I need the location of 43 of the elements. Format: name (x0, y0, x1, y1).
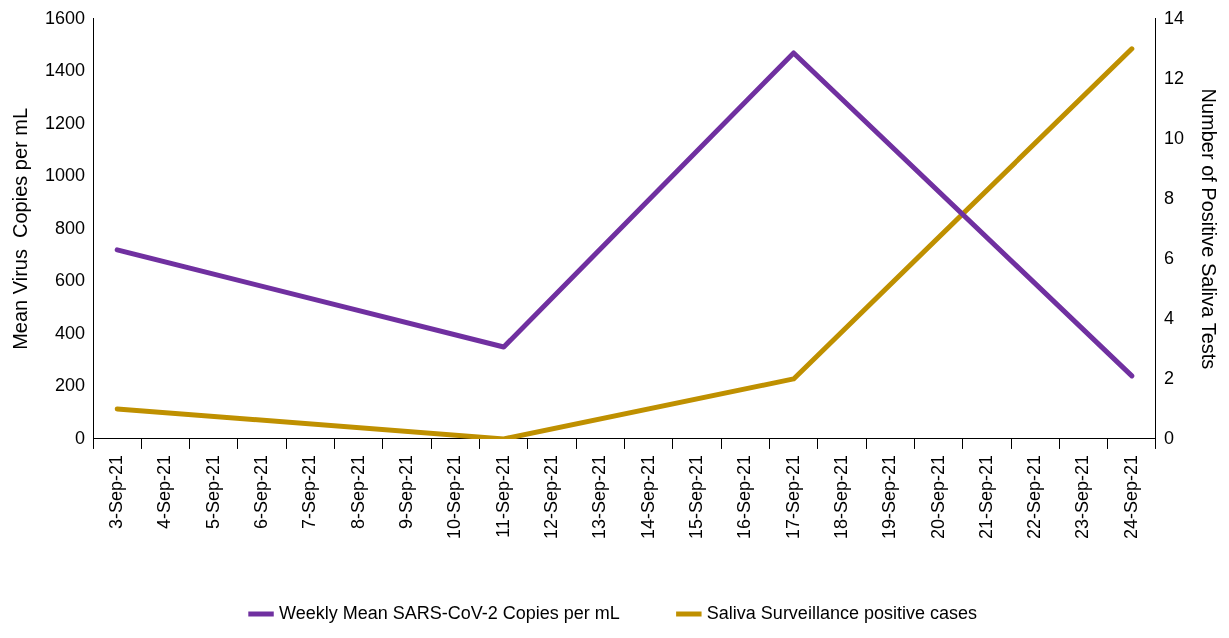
legend-label: Weekly Mean SARS-CoV-2 Copies per mL (279, 602, 620, 623)
x-tick-label: 13-Sep-21 (589, 454, 610, 539)
y-axis-title: Mean Virus Copies per mL (8, 107, 31, 350)
y-tick-label: 1000 (45, 165, 86, 186)
y-tick-label: 400 (55, 322, 86, 343)
x-tick-label: 11-Sep-21 (492, 454, 513, 538)
y-tick-label: 600 (55, 270, 86, 291)
x-tick-label: 16-Sep-21 (734, 454, 755, 539)
y2-tick-label: 6 (1163, 247, 1174, 268)
x-tick-label: 19-Sep-21 (879, 454, 900, 539)
x-tick-label: 15-Sep-21 (685, 454, 706, 539)
y2-tick-label: 14 (1163, 7, 1185, 28)
x-tick-label: 12-Sep-21 (541, 454, 562, 539)
y-tick-label: 0 (75, 427, 86, 448)
y-tick-label: 1400 (45, 60, 86, 81)
x-tick-label: 3-Sep-21 (106, 454, 127, 529)
y2-tick-label: 10 (1163, 127, 1185, 148)
y-tick-label: 1600 (45, 7, 86, 28)
x-tick-label: 8-Sep-21 (347, 454, 368, 529)
y-tick-label: 200 (55, 375, 86, 396)
y2-tick-label: 2 (1163, 367, 1174, 388)
legend-label: Saliva Surveillance positive cases (706, 602, 977, 623)
x-tick-label: 7-Sep-21 (299, 454, 320, 529)
x-tick-label: 24-Sep-21 (1120, 454, 1141, 539)
y2-tick-label: 12 (1163, 67, 1185, 88)
x-tick-label: 18-Sep-21 (830, 454, 851, 539)
y2-tick-label: 0 (1163, 427, 1174, 448)
y-tick-label: 800 (55, 217, 86, 238)
x-tick-label: 23-Sep-21 (1072, 454, 1093, 539)
x-tick-label: 20-Sep-21 (927, 454, 948, 539)
x-tick-label: 21-Sep-21 (975, 454, 996, 539)
y2-tick-label: 4 (1163, 307, 1174, 328)
y2-tick-label: 8 (1163, 187, 1174, 208)
y2-axis-title: Number of Positive Saliva Tests (1198, 88, 1221, 370)
x-tick-label: 5-Sep-21 (202, 454, 223, 529)
x-tick-label: 14-Sep-21 (637, 454, 658, 539)
x-tick-label: 6-Sep-21 (251, 454, 272, 529)
x-tick-label: 9-Sep-21 (396, 454, 417, 529)
y-tick-label: 1200 (45, 112, 86, 133)
x-tick-label: 17-Sep-21 (782, 454, 803, 539)
x-tick-label: 4-Sep-21 (154, 454, 175, 529)
x-tick-label: 22-Sep-21 (1024, 454, 1045, 539)
x-tick-label: 10-Sep-21 (444, 454, 465, 539)
